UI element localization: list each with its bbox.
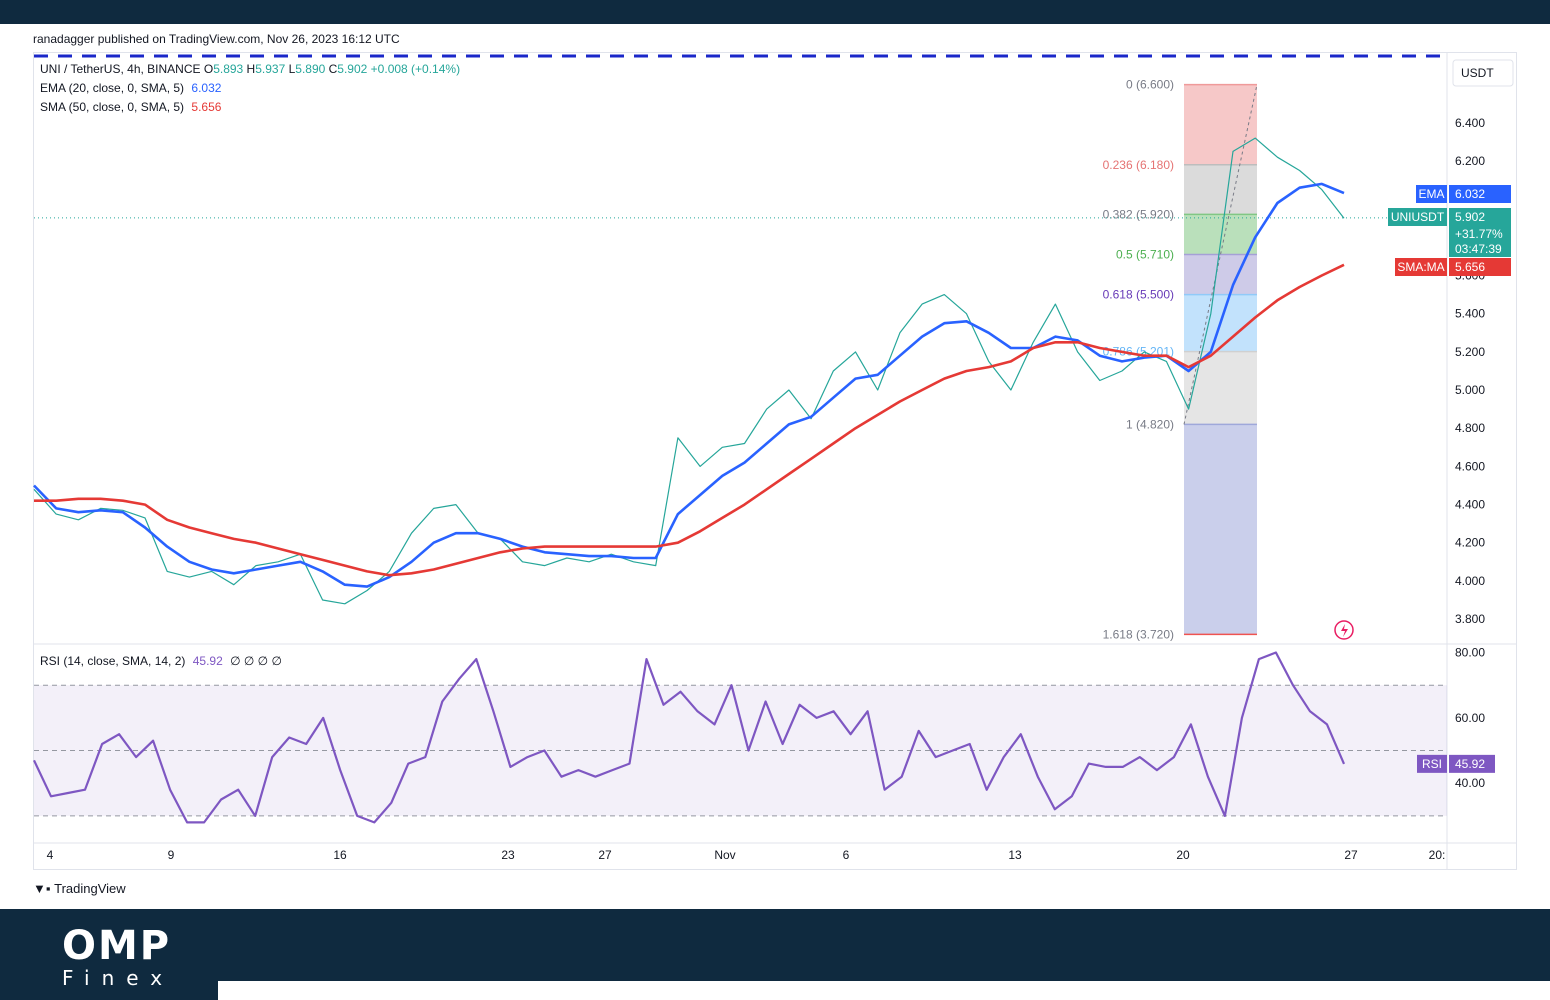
time-tick-label: 16 xyxy=(333,848,347,862)
legend-ohlc-value-l: 5.890 xyxy=(295,62,326,76)
legend-sma-value: 5.656 xyxy=(191,100,222,114)
price-tick-label: 5.000 xyxy=(1455,383,1485,397)
fib-zone-0.5 xyxy=(1184,254,1257,295)
fib-zone-0 xyxy=(1184,84,1257,165)
tradingview-logo-icon: ▼▪ xyxy=(33,881,51,896)
badge-sma-name: SMA:MA xyxy=(1397,260,1444,274)
legend-ohlc-value-o: 5.893 xyxy=(213,62,244,76)
flash-icon[interactable] xyxy=(1334,620,1354,640)
price-tick-label: 4.600 xyxy=(1455,459,1485,473)
fib-label-1.618: 1.618 (3.720) xyxy=(1103,627,1174,641)
badge-ema-value-bg xyxy=(1449,185,1511,203)
badge-price-extra-bg xyxy=(1449,226,1511,257)
badge-ema-value: 6.032 xyxy=(1455,187,1485,201)
price-tick-label: 3.800 xyxy=(1455,612,1485,626)
price-tick-label: 4.200 xyxy=(1455,536,1485,550)
legend-symbol: UNI / TetherUS, 4h, BINANCE xyxy=(40,62,201,76)
rsi-tick-label: 80.00 xyxy=(1455,646,1485,660)
fib-label-1: 1 (4.820) xyxy=(1126,417,1174,431)
price-tick-label: 4.800 xyxy=(1455,421,1485,435)
badge-rsi-name: RSI xyxy=(1422,757,1442,771)
badge-sma-value: 5.656 xyxy=(1455,260,1485,274)
legend-ema-label: EMA (20, close, 0, SMA, 5) xyxy=(40,81,185,95)
series-line-ema-20 xyxy=(33,182,1345,588)
time-tick-label: 4 xyxy=(47,848,54,862)
legend-ohlc-key-h: H xyxy=(243,62,256,76)
time-tick-label: 27 xyxy=(1344,848,1358,862)
badge-ema-name: EMA xyxy=(1418,187,1444,201)
top-bar xyxy=(0,0,1550,24)
legend-rsi-label: RSI (14, close, SMA, 14, 2) xyxy=(40,654,186,668)
price-tick-label: 5.400 xyxy=(1455,307,1485,321)
badge-rsi-name-bg xyxy=(1417,754,1447,773)
tradingview-brand: TradingView xyxy=(54,881,126,896)
badge-ema-name-bg xyxy=(1416,185,1447,203)
rsi-line xyxy=(33,651,1346,824)
price-tick-label: 5.200 xyxy=(1455,345,1485,359)
time-tick-label: 9 xyxy=(168,848,175,862)
time-tick-label: 13 xyxy=(1008,848,1022,862)
time-tick-label: 20 xyxy=(1176,848,1190,862)
price-tick-label: 4.400 xyxy=(1455,498,1485,512)
legend-ema-value: 6.032 xyxy=(191,81,222,95)
fib-zone-0.236 xyxy=(1184,164,1257,215)
badge-price-value: 5.902 xyxy=(1455,210,1485,224)
legend-sma-row: SMA (50, close, 0, SMA, 5) 5.656 xyxy=(40,100,221,114)
time-tick-label: 6 xyxy=(843,848,850,862)
rsi-tick-label: 40.00 xyxy=(1455,776,1485,790)
legend-ema-row: EMA (20, close, 0, SMA, 5) 6.032 xyxy=(40,81,221,95)
fib-zone-1 xyxy=(1184,424,1257,635)
legend-ohlc-key-o: O xyxy=(203,62,214,76)
legend-ohlc-value-h: 5.937 xyxy=(255,62,286,76)
badge-sma-value-bg xyxy=(1449,258,1511,276)
badge-rsi-value: 45.92 xyxy=(1455,757,1485,771)
badge-price-name-bg xyxy=(1388,208,1447,226)
price-tick-label: 6.400 xyxy=(1455,116,1485,130)
omp-logo-subtitle: Finex xyxy=(62,966,175,990)
currency-box xyxy=(1452,59,1514,87)
badge-price-name: UNIUSDT xyxy=(1391,210,1445,224)
fib-label-0.236: 0.236 (6.180) xyxy=(1103,158,1174,172)
badge-sma-name-bg xyxy=(1395,258,1447,276)
legend-rsi-value: 45.92 xyxy=(192,654,223,668)
legend-change: +0.008 (+0.14%) xyxy=(370,62,461,76)
bottom-white-strip xyxy=(218,981,1550,1000)
badge-price-change: +31.77% xyxy=(1455,227,1503,241)
legend-rsi-row: RSI (14, close, SMA, 14, 2) 45.92 ∅ ∅ ∅ … xyxy=(40,654,282,668)
time-tick-label: Nov xyxy=(714,848,735,862)
fib-trend-line xyxy=(1183,84,1258,425)
time-tick-label: 27 xyxy=(598,848,612,862)
legend-sma-label: SMA (50, close, 0, SMA, 5) xyxy=(40,100,185,114)
fib-zone-0.382 xyxy=(1184,214,1257,255)
rsi-tick-label: 60.00 xyxy=(1455,711,1485,725)
badge-price-value-bg xyxy=(1449,208,1511,226)
chart-frame xyxy=(33,52,1517,870)
omp-logo: OMP xyxy=(62,923,172,969)
legend-ohlc-value-c: 5.902 xyxy=(337,62,368,76)
series-line-sma-50 xyxy=(34,263,1345,577)
legend-ohlc: O5.893 H5.937 L5.890 C5.902 xyxy=(204,62,367,76)
fib-label-0: 0 (6.600) xyxy=(1126,78,1174,92)
publisher-line: ranadagger published on TradingView.com,… xyxy=(33,32,400,46)
fib-label-0.5: 0.5 (5.710) xyxy=(1116,248,1174,262)
legend-rsi-extra: ∅ ∅ ∅ ∅ xyxy=(230,654,282,668)
legend-ohlc-key-l: L xyxy=(285,62,296,76)
price-tick-label: 4.000 xyxy=(1455,574,1485,588)
currency-label: USDT xyxy=(1461,66,1494,80)
flash-icon-bolt xyxy=(1341,624,1348,637)
time-tick-label: 23 xyxy=(501,848,515,862)
series-line-uniusdt xyxy=(33,137,1345,605)
price-tick-label: 6.200 xyxy=(1455,154,1485,168)
badge-price-countdown: 03:47:39 xyxy=(1455,242,1502,256)
legend-ohlc-key-c: C xyxy=(325,62,338,76)
fib-label-0.618: 0.618 (5.500) xyxy=(1103,288,1174,302)
legend-symbol-row: UNI / TetherUS, 4h, BINANCE O5.893 H5.93… xyxy=(40,62,460,76)
tradingview-logo[interactable]: ▼▪ TradingView xyxy=(33,881,126,896)
badge-rsi-value-bg xyxy=(1449,754,1495,773)
time-tick-label: 20: xyxy=(1429,848,1446,862)
fib-label-0.382: 0.382 (5.920) xyxy=(1103,207,1174,221)
